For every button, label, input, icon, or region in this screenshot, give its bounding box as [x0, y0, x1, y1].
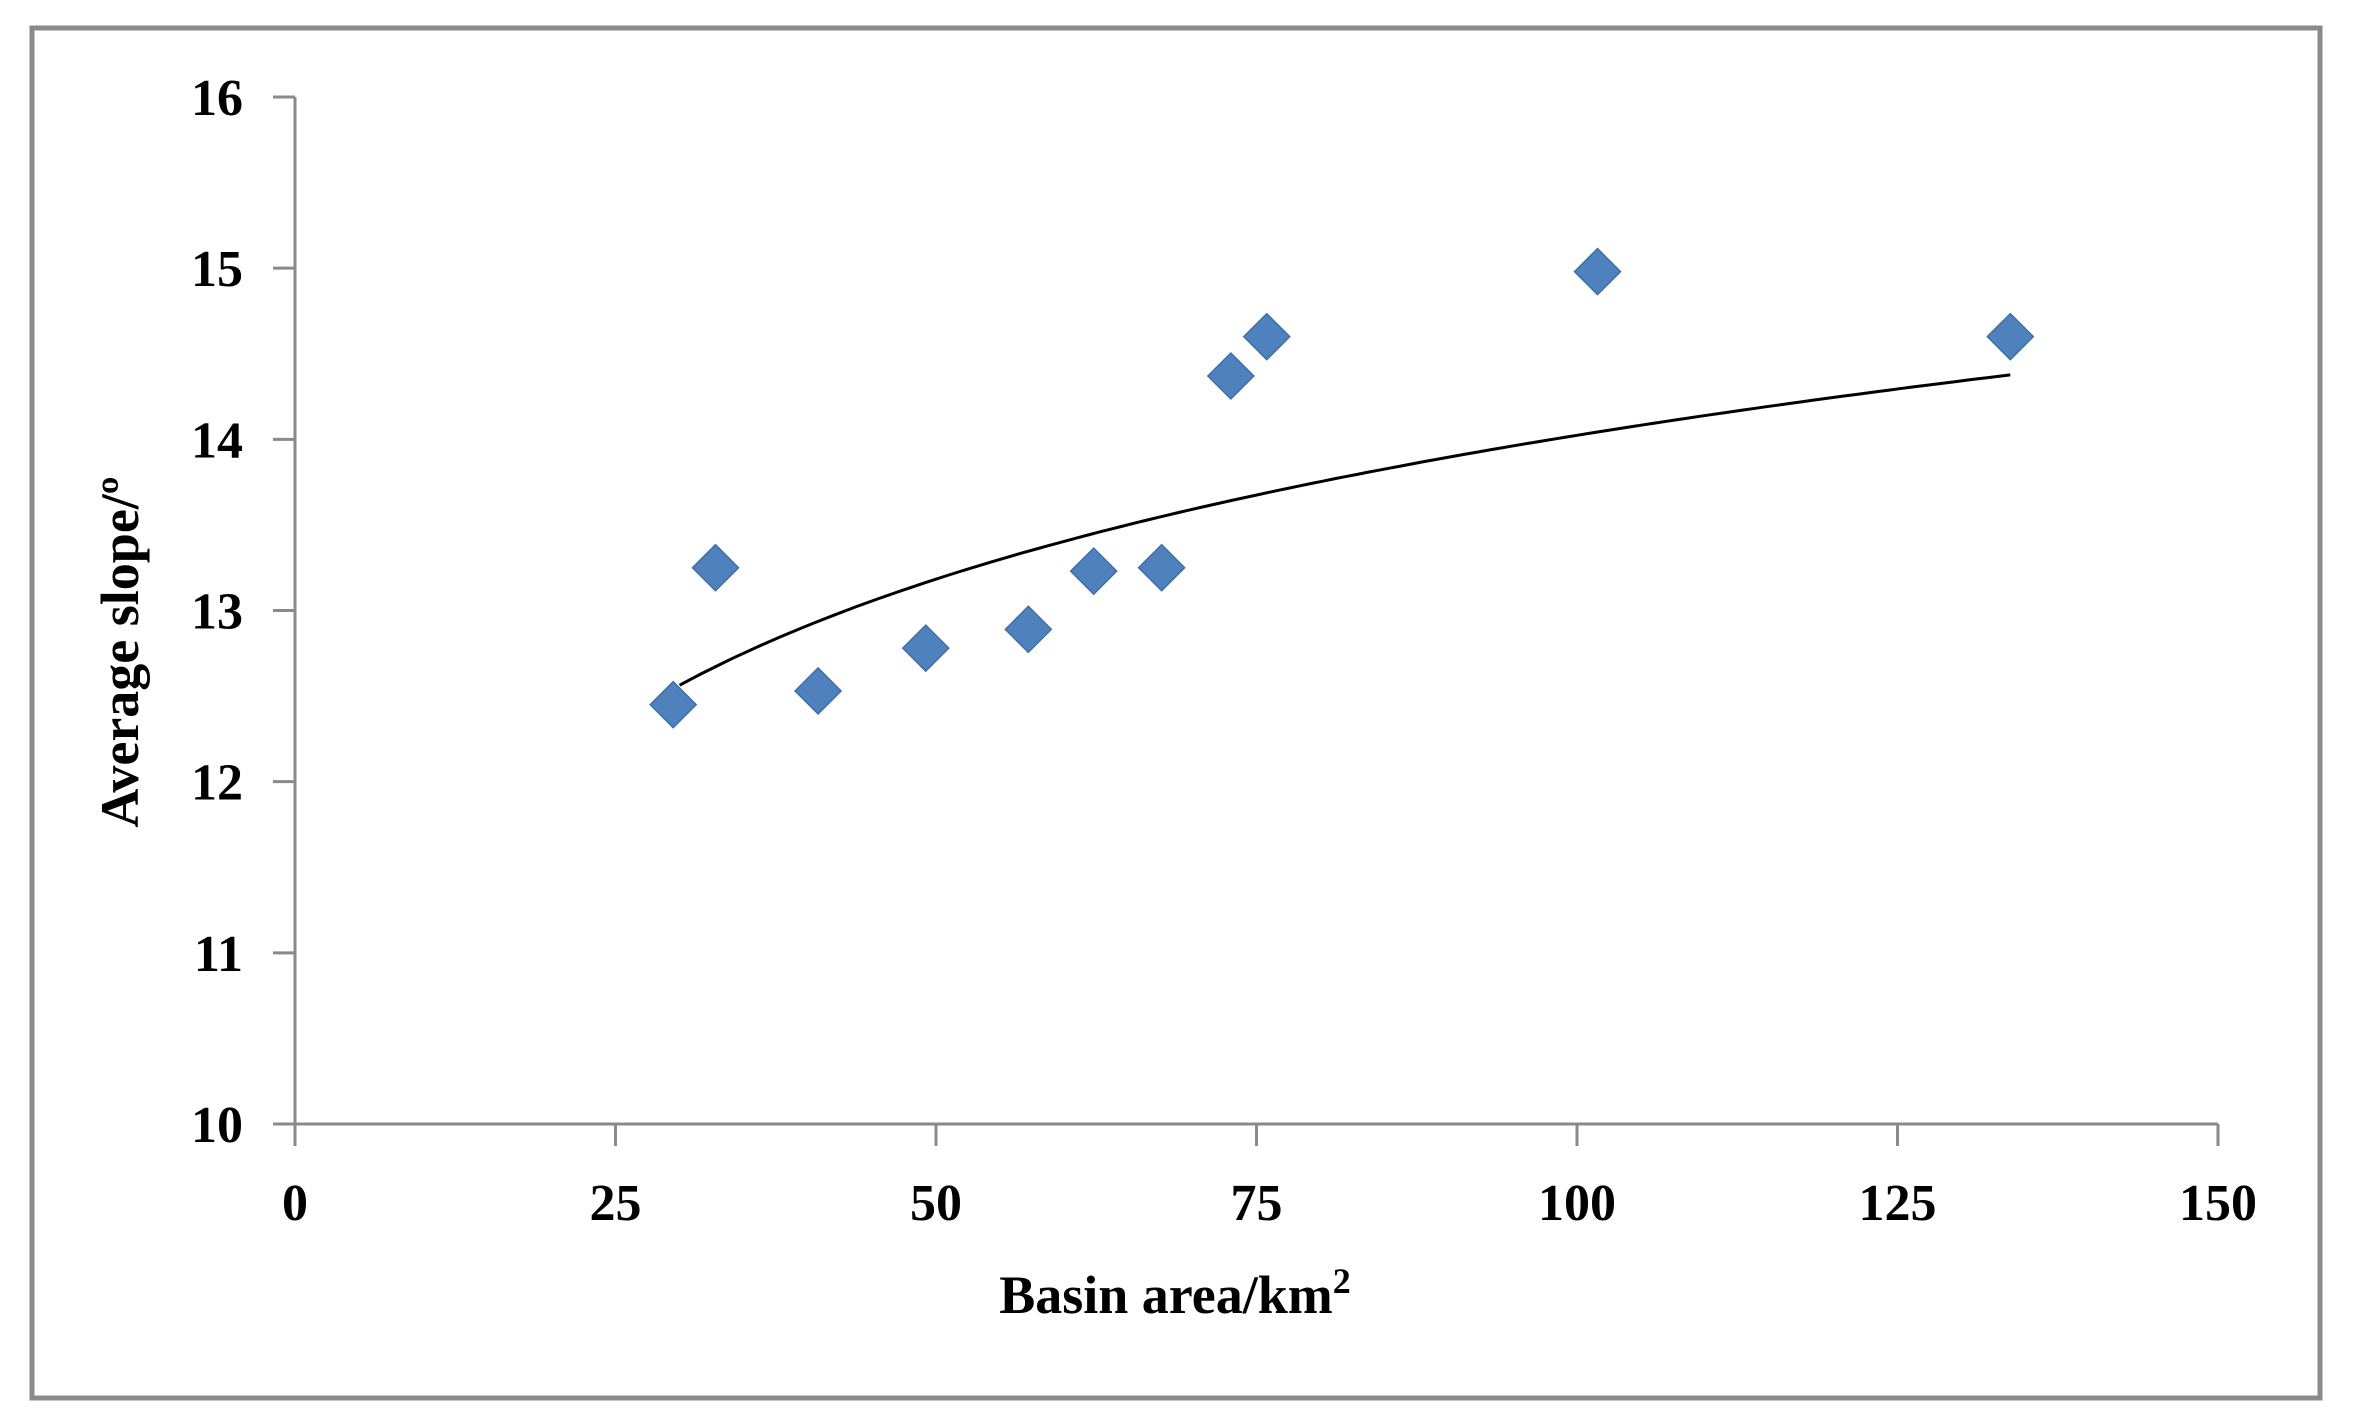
- y-tick-label: 15: [191, 241, 243, 298]
- data-point: [793, 666, 843, 716]
- data-point: [1137, 543, 1186, 592]
- x-tick-label: 50: [910, 1175, 962, 1232]
- x-axis-title: Basin area/km2: [999, 1261, 1351, 1325]
- data-point: [1069, 547, 1118, 596]
- trendline: [678, 373, 2011, 687]
- data-point: [1573, 247, 1622, 296]
- y-axis-title: Average slope/º: [90, 476, 150, 827]
- x-axis-title-text: Basin area/km: [999, 1265, 1333, 1325]
- data-points: [649, 247, 2035, 729]
- y-tick-label: 14: [191, 412, 243, 469]
- x-tick-label: 100: [1538, 1175, 1616, 1232]
- y-tick-label: 12: [191, 755, 243, 812]
- trendline-group: [678, 373, 2011, 687]
- data-point: [1242, 312, 1291, 361]
- y-tick-label: 16: [191, 70, 243, 127]
- data-point: [691, 543, 740, 592]
- y-tick-label: 10: [191, 1097, 243, 1154]
- axes: 10 11 12 13 14 15 16 0 25 50 75 100 125 150: [191, 70, 2257, 1232]
- x-tick-label: 25: [590, 1175, 642, 1232]
- data-point: [1986, 312, 2035, 361]
- x-tick-label: 75: [1231, 1175, 1283, 1232]
- chart-border: [29, 25, 2323, 1401]
- x-tick-label: 125: [1859, 1175, 1937, 1232]
- axis-labels: Basin area/km2 Average slope/º: [90, 476, 1351, 1325]
- x-tick-label: 150: [2179, 1175, 2257, 1232]
- x-tick-label: 0: [282, 1175, 308, 1232]
- data-point: [1206, 351, 1255, 401]
- y-tick-label: 13: [191, 584, 243, 641]
- y-tick-label: 11: [194, 926, 243, 983]
- data-point: [901, 624, 950, 673]
- x-axis-title-superscript: 2: [1333, 1261, 1351, 1301]
- data-point: [649, 680, 698, 729]
- data-point: [1004, 605, 1053, 654]
